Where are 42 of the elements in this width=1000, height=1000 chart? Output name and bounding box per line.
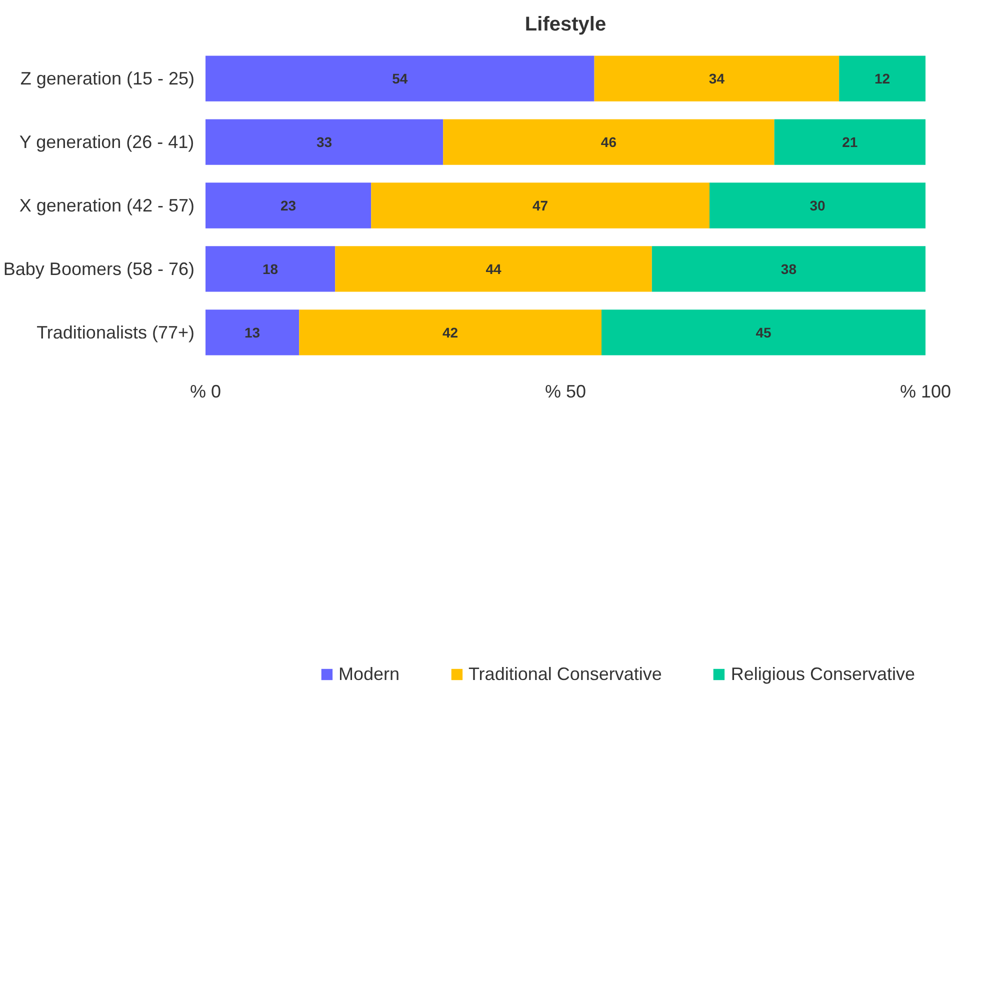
data-label: 54 (392, 70, 408, 87)
bar (710, 182, 926, 228)
data-label: 18 (262, 260, 278, 277)
bar (206, 119, 444, 165)
data-label: 47 (532, 198, 548, 214)
data-label: 33 (316, 134, 332, 150)
legend-label: Traditional Conservative (468, 664, 662, 684)
x-tick-label: % 100 (900, 382, 952, 402)
data-label: 13 (244, 324, 260, 340)
bar (371, 182, 710, 228)
bar (299, 310, 602, 356)
data-label: 45 (756, 324, 772, 340)
bar (206, 310, 300, 356)
x-tick-label: % 50 (544, 382, 586, 402)
bar (443, 119, 774, 165)
bar (206, 246, 336, 292)
legend-label: Modern (338, 664, 400, 684)
data-label: 42 (442, 324, 458, 340)
y-tick-label: Z generation (15 - 25) (20, 68, 194, 89)
data-label: 21 (842, 134, 858, 150)
bar (206, 56, 594, 102)
data-label: 46 (600, 134, 617, 150)
bar (206, 182, 372, 228)
bar (839, 56, 926, 102)
y-tick-label: Y generation (26 - 41) (19, 132, 194, 152)
bar (774, 119, 926, 165)
y-tick-label: Baby Boomers (58 - 76) (3, 258, 195, 279)
y-tick-label: Traditionalists (77+) (36, 322, 195, 342)
data-label: 23 (280, 198, 296, 214)
y-tick-label: X generation (42 - 57) (19, 196, 195, 216)
bar (335, 246, 652, 292)
data-label: 44 (486, 260, 502, 277)
legend-label: Religious Conservative (730, 664, 915, 684)
data-label: 34 (708, 70, 725, 87)
bar (594, 56, 840, 102)
chart-title: Lifestyle (524, 14, 606, 36)
x-tick-label: % 0 (190, 382, 222, 402)
data-label: 12 (874, 70, 890, 87)
bar (652, 246, 926, 292)
bar (602, 310, 926, 356)
data-label: 30 (810, 198, 826, 214)
data-label: 38 (780, 260, 797, 277)
